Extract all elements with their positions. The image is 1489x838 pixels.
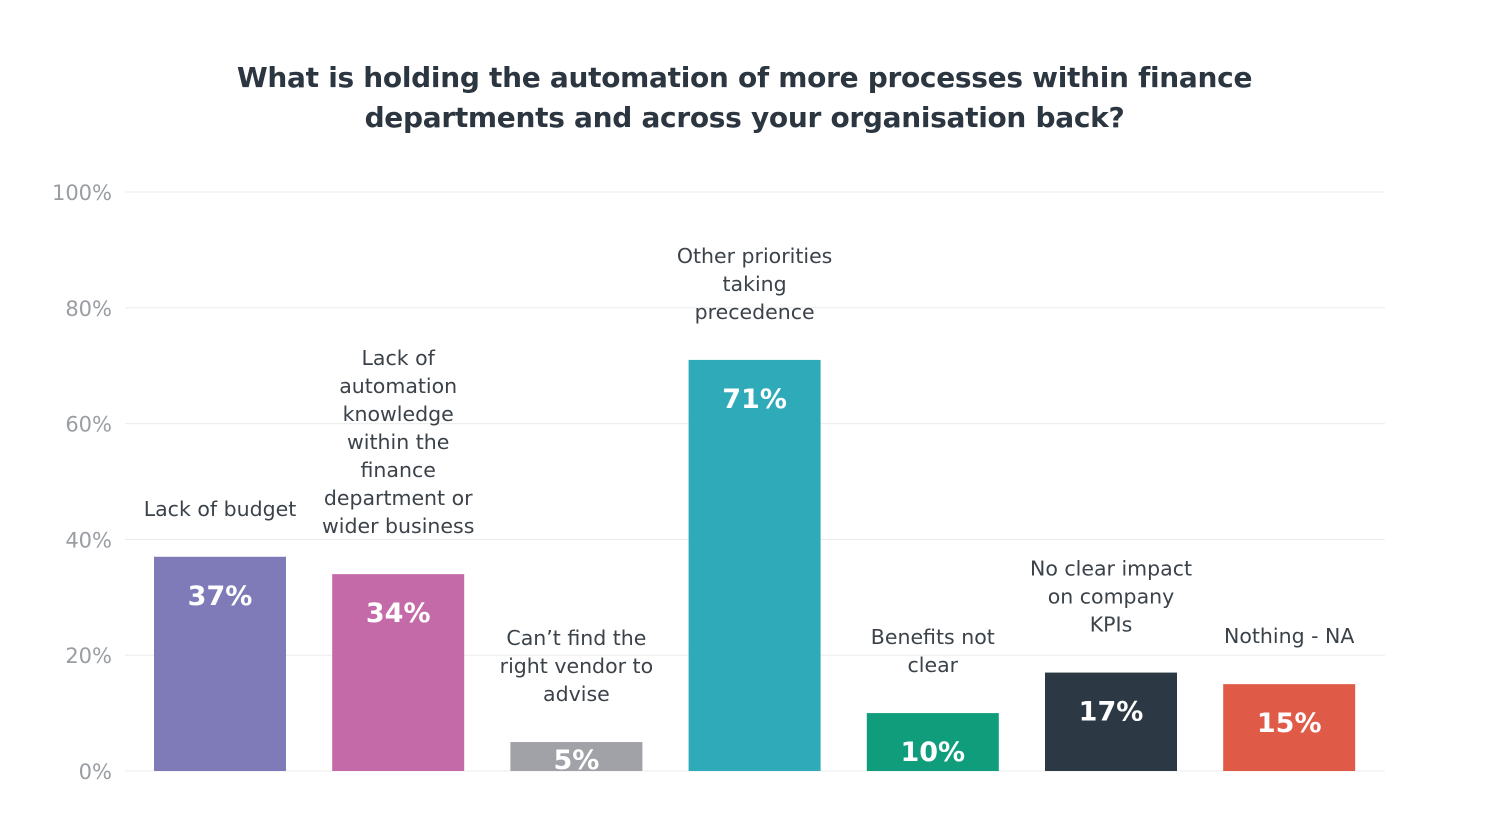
category-label-line: automation	[339, 374, 457, 398]
value-label: 5%	[553, 745, 599, 776]
category-label-line: Other priorities	[677, 244, 833, 268]
chart-title: What is holding the automation of more p…	[0, 58, 1489, 138]
category-label-line: on company	[1048, 585, 1175, 609]
category-label-line: within the	[347, 430, 449, 454]
bar	[510, 742, 643, 771]
category-label-line: Nothing - NA	[1224, 624, 1354, 648]
value-labels: 37% 34% 5% 71% 10% 17% 15%	[188, 384, 1322, 776]
category-label-line: advise	[543, 682, 610, 706]
category-label: Nothing - NA	[1224, 624, 1354, 648]
category-label-line: knowledge	[343, 402, 454, 426]
category-label: Benefits not clear	[871, 625, 995, 677]
bar	[1223, 684, 1356, 771]
y-tick-label: 0%	[79, 760, 112, 784]
category-label: No clear impact on company KPIs	[1030, 557, 1192, 637]
value-label: 37%	[188, 581, 253, 612]
category-label-line: Benefits not	[871, 625, 995, 649]
value-label: 10%	[900, 737, 965, 768]
bar	[1045, 672, 1177, 771]
category-label-line: precedence	[695, 300, 815, 324]
bar	[332, 574, 465, 771]
category-label-line: right vendor to	[500, 654, 654, 678]
value-label: 15%	[1257, 708, 1322, 739]
category-label-line: KPIs	[1090, 613, 1133, 637]
category-label-line: wider business	[322, 514, 474, 538]
bars	[154, 359, 1356, 771]
value-label: 71%	[722, 384, 787, 415]
chart-title-line-1: What is holding the automation of more p…	[236, 61, 1253, 94]
category-label-line: Lack of	[361, 346, 435, 370]
y-tick-label: 80%	[65, 297, 112, 321]
category-label: Lack of automation knowledge within the fina…	[322, 346, 474, 538]
category-label-line: Can’t find the	[506, 626, 646, 650]
bar	[154, 556, 286, 771]
bar	[866, 713, 999, 771]
category-label-line: clear	[908, 653, 959, 677]
category-label-line: Lack of budget	[144, 497, 297, 521]
y-tick-label: 60%	[65, 413, 112, 437]
value-label: 34%	[366, 598, 431, 629]
y-tick-label: 40%	[65, 528, 112, 552]
category-label-line: department or	[324, 486, 473, 510]
chart-title-line-2: departments and across your organisation…	[364, 101, 1125, 134]
category-label: Lack of budget	[144, 497, 297, 521]
y-tick-label: 100%	[52, 181, 112, 205]
category-label: Can’t find the right vendor to advise	[500, 626, 654, 706]
category-label-line: finance	[361, 458, 436, 482]
y-axis: 0% 20% 40% 60% 80% 100%	[52, 181, 112, 784]
bar	[688, 359, 821, 771]
category-label: Other priorities taking precedence	[677, 244, 833, 324]
value-label: 17%	[1079, 697, 1144, 728]
y-tick-label: 20%	[65, 644, 112, 668]
category-labels: Lack of budget Lack of automation knowledge…	[144, 244, 1355, 706]
category-label-line: No clear impact	[1030, 557, 1192, 581]
category-label-line: taking	[723, 272, 787, 296]
